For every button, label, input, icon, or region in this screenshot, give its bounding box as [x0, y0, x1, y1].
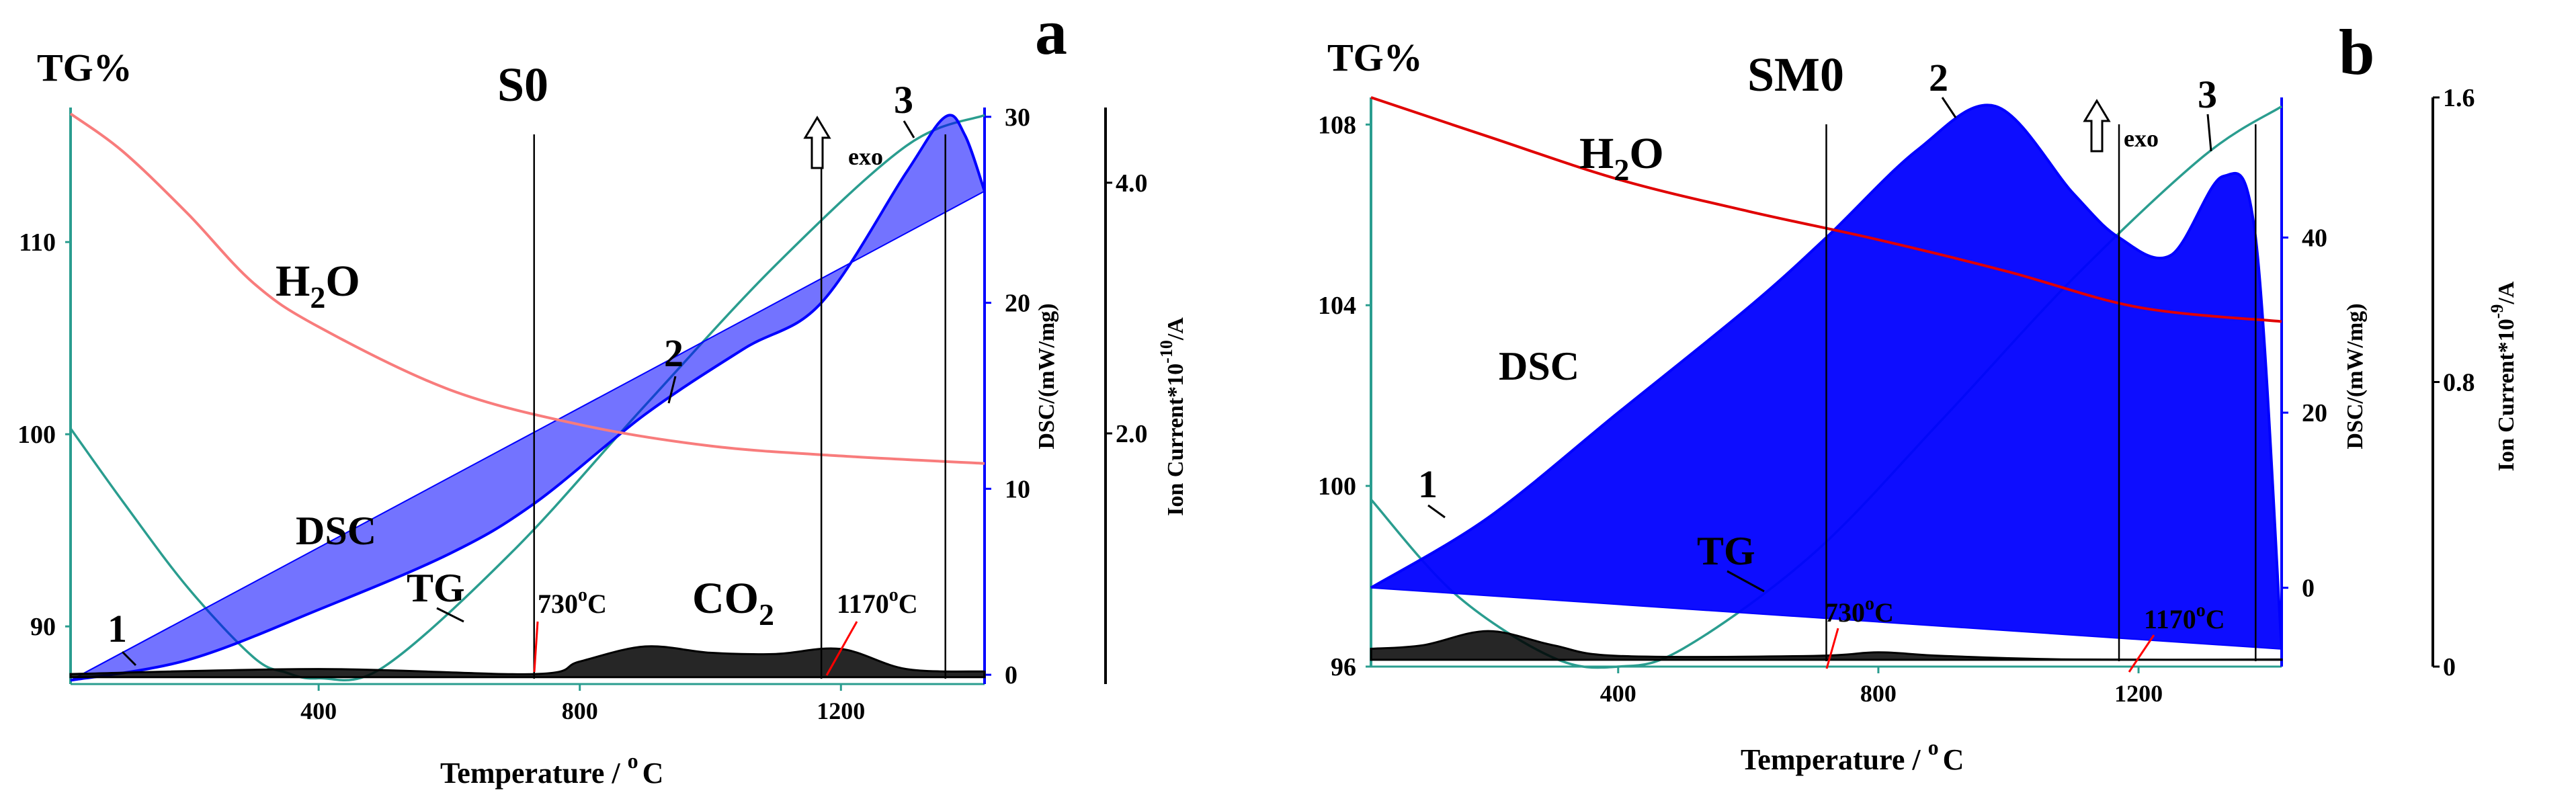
panel-b-event-lines — [1825, 124, 2257, 661]
panel-a-ion-tick-labels: 2.0 4.0 — [1106, 169, 1148, 448]
panel-b-ion-tick-labels: 0 0.8 1.6 — [2433, 84, 2475, 681]
tg-tick-label: 96 — [1331, 653, 1356, 681]
dsc-tick-label: 30 — [1005, 103, 1030, 132]
panel-a-letter: a — [1035, 0, 1067, 68]
x-tick-label: 1200 — [2114, 680, 2163, 707]
series-dsc-baseline — [70, 190, 985, 681]
series-h2o-line — [69, 112, 985, 465]
panel-a-ion-axis-title: Ion Current*10-10/A — [1157, 317, 1188, 516]
x-tick-label: 400 — [1600, 680, 1636, 707]
panel-b-dsc-tick-labels: 0 20 40 — [2282, 224, 2327, 603]
panel-a-exo-label: exo — [848, 143, 883, 170]
panel-a-dsc-axis-title: DSC/(mW/mg) — [1034, 303, 1059, 449]
panel-b-ion-axis-title: Ion Current*10-9/A — [2487, 281, 2519, 471]
series-h2o-line — [1370, 96, 2282, 323]
dsc-tick-label: 20 — [2302, 399, 2327, 427]
series-tg-line — [69, 114, 985, 681]
panel-a-t730-label: 730oC — [538, 585, 607, 619]
ion-tick-label: 1.6 — [2443, 84, 2475, 112]
panel-b-tg-axis-title: TG% — [1327, 36, 1423, 79]
panel-a-curves — [69, 112, 986, 682]
panel-a-peak-1: 1 — [108, 607, 127, 650]
ion-tick-label: 2.0 — [1116, 420, 1148, 448]
panel-a-tg-label: TG — [407, 566, 465, 610]
series-dsc-line — [1370, 103, 2283, 650]
panel-b-title: SM0 — [1747, 48, 1844, 101]
ion-tick-label: 0 — [2443, 653, 2456, 681]
tg-tick-label: 100 — [17, 421, 56, 449]
ion-tick-label: 4.0 — [1116, 169, 1148, 198]
panel-a-tg-tick-labels: 90 100 110 — [17, 228, 71, 641]
panel-a-exo-arrow: exo — [803, 116, 883, 170]
panel-a-peak-3: 3 — [894, 78, 913, 122]
panel-a-dsc-tick-labels: 0 10 20 30 — [985, 103, 1030, 689]
series-dsc-line — [70, 114, 986, 682]
panel-a-x-tick-labels: 400 800 1200 — [300, 684, 865, 724]
panel-b-tg-tick-labels: 96 100 104 108 — [1318, 111, 1371, 681]
series-co2-area — [1370, 630, 2283, 661]
dsc-tick-label: 20 — [1005, 290, 1030, 318]
panel-b-t1170-label: 1170oC — [2144, 600, 2225, 634]
dsc-tick-label: 40 — [2302, 224, 2327, 252]
tg-tick-label: 108 — [1318, 111, 1356, 139]
panel-a-tg-axis-title: TG% — [37, 46, 132, 89]
panel-a-h2o-label: H2O — [276, 257, 360, 314]
panel-a: a S0 TG% 400 800 1200 90 100 110 0 10 20 30 2.0… — [17, 0, 1188, 790]
panel-b-x-tick-labels: 400 800 1200 — [1600, 667, 2163, 707]
x-tick-label: 800 — [562, 698, 598, 724]
panel-a-title: S0 — [497, 58, 548, 112]
panel-b-exo-label: exo — [2124, 125, 2159, 152]
panel-b-tg-label: TG — [1697, 529, 1755, 573]
panel-b-dsc-axis-title: DSC/(mW/mg) — [2343, 303, 2368, 449]
series-co2-area — [69, 645, 986, 679]
dsc-tick-label: 10 — [1005, 475, 1030, 503]
panel-b-peak-2: 2 — [1929, 56, 1948, 99]
tg-tick-label: 110 — [19, 228, 56, 257]
panel-b-exo-arrow: exo — [2083, 99, 2159, 153]
panel-b-dsc-label: DSC — [1499, 344, 1579, 388]
tg-tick-label: 90 — [30, 613, 56, 641]
x-tick-label: 400 — [300, 698, 337, 724]
tg-tick-label: 104 — [1318, 292, 1356, 320]
panel-a-peak-2: 2 — [664, 331, 683, 375]
panel-b-h2o-label: H2O — [1579, 129, 1664, 187]
x-tick-label: 1200 — [817, 698, 865, 724]
panel-a-event-lines — [533, 134, 946, 679]
x-tick-label: 800 — [1860, 680, 1897, 707]
panel-a-co2-label: CO2 — [692, 574, 774, 632]
panel-b-t730-label: 730oC — [1825, 593, 1894, 628]
panel-a-dsc-label: DSC — [296, 509, 376, 553]
panel-b-letter: b — [2339, 16, 2374, 88]
panel-b-peak-1: 1 — [1418, 462, 1438, 506]
ion-tick-label: 0.8 — [2443, 369, 2475, 397]
dsc-tick-label: 0 — [2302, 575, 2315, 603]
panel-a-t1170-label: 1170oC — [837, 585, 918, 619]
tg-tick-label: 100 — [1318, 472, 1356, 501]
dsc-tick-label: 0 — [1005, 661, 1017, 689]
panel-b-peak-3: 3 — [2198, 73, 2217, 116]
